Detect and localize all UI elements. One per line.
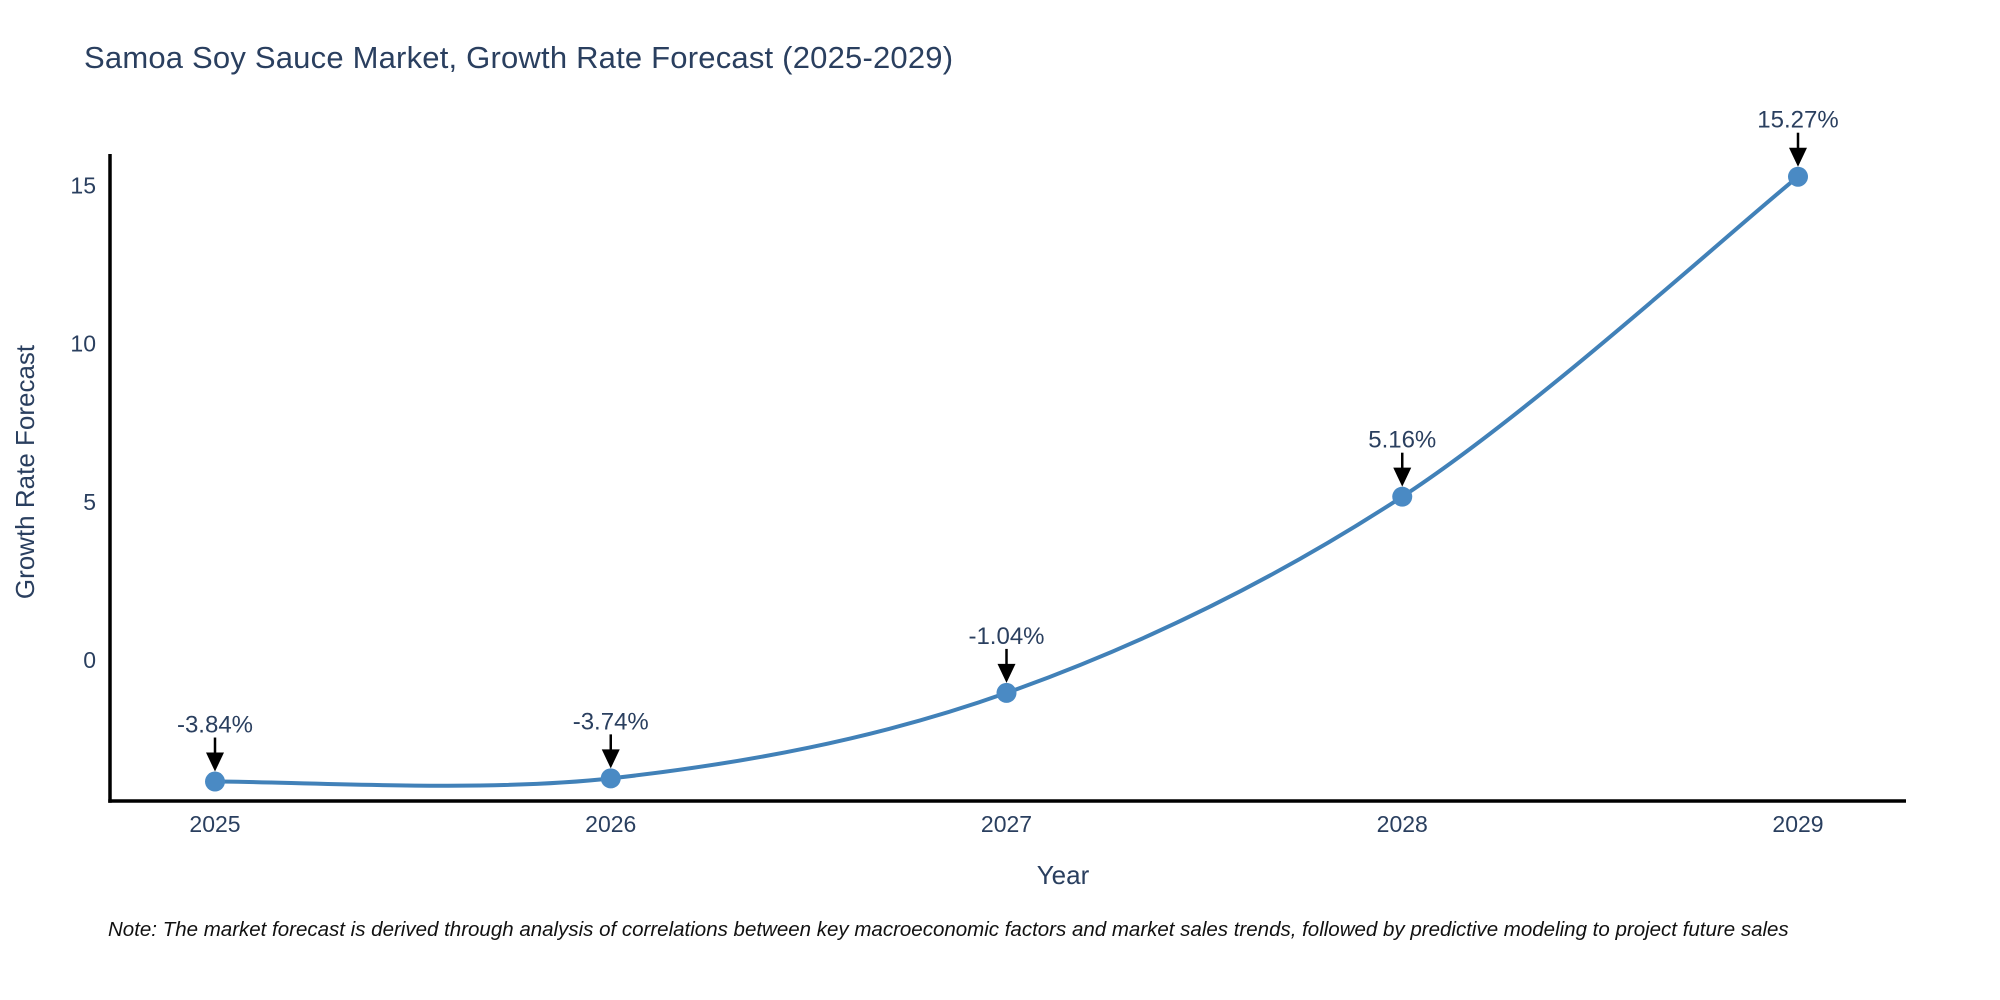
data-point-marker (1392, 486, 1413, 507)
annotation-arrowhead (997, 663, 1016, 683)
annotation-label: -3.84% (177, 712, 253, 739)
annotation-arrowhead (601, 749, 620, 769)
annotation-label: -3.74% (573, 708, 649, 735)
x-tick-label: 2025 (189, 811, 240, 837)
forecast-spline-line (213, 174, 1800, 788)
x-tick-label: 2027 (981, 811, 1032, 837)
annotation-label: -1.04% (968, 623, 1044, 650)
y-axis-title: Growth Rate Forecast (10, 344, 40, 599)
annotation-label: 15.27% (1757, 107, 1838, 134)
data-point-marker (1788, 166, 1808, 187)
y-tick-label: 10 (70, 331, 96, 357)
data-point-marker (600, 768, 621, 789)
y-tick-label: 5 (83, 489, 96, 515)
y-tick-label: 0 (83, 647, 96, 673)
chart-title: Samoa Soy Sauce Market, Growth Rate Fore… (84, 40, 954, 75)
x-tick-label: 2029 (1772, 811, 1823, 837)
footnote: Note: The market forecast is derived thr… (108, 918, 1789, 941)
annotation-arrowhead (1393, 467, 1412, 487)
annotation-arrowhead (1789, 147, 1807, 167)
annotation-arrowhead (206, 752, 224, 772)
y-tick-label: 15 (70, 172, 96, 198)
x-tick-label: 2028 (1377, 811, 1428, 837)
data-point-marker (996, 682, 1017, 703)
x-axis-title: Year (1037, 860, 1090, 890)
annotation-label: 5.16% (1368, 427, 1436, 454)
data-point-marker (205, 771, 225, 792)
x-tick-label: 2026 (585, 811, 636, 837)
